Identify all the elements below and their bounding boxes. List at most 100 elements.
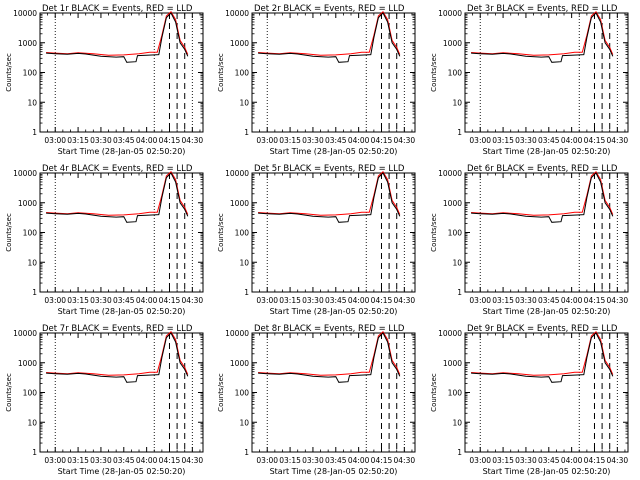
panel-title: Det 8r BLACK = Events, RED = LLD [254, 324, 405, 334]
panel-title: Det 3r BLACK = Events, RED = LLD [467, 4, 618, 14]
x-axis-label: Start Time (28-Jan-05 02:50:20) [483, 147, 611, 156]
y-tick-label: 1000 [18, 199, 37, 208]
y-axis-label: Counts/sec [5, 213, 13, 252]
plot-frame [464, 332, 629, 453]
x-tick-label: 04:15 [371, 296, 393, 305]
panel-det-9: Det 9r BLACK = Events, RED = LLD Counts/s… [430, 324, 629, 476]
x-tick-label: 03:30 [302, 136, 324, 145]
y-tick-label: 10 [27, 418, 37, 427]
y-tick-label: 1000 [230, 359, 249, 368]
x-axis-label: Start Time (28-Jan-05 02:50:20) [270, 307, 398, 316]
x-tick-label: 03:45 [325, 296, 347, 305]
x-tick-label: 04:00 [136, 296, 158, 305]
x-tick-label: 04:30 [607, 456, 629, 465]
x-tick-label: 03:45 [538, 296, 560, 305]
y-tick-label: 10 [239, 98, 249, 107]
lld-series-line [471, 331, 614, 376]
plot-frame [251, 172, 416, 293]
plot-frame [464, 172, 629, 293]
x-tick-label: 03:30 [302, 296, 324, 305]
x-tick-label: 03:45 [325, 456, 347, 465]
lld-series-line [471, 11, 614, 56]
x-tick-label: 04:15 [584, 136, 606, 145]
y-tick-label: 1 [457, 448, 462, 457]
y-axis-label: Counts/sec [217, 53, 225, 92]
x-tick-label: 03:15 [492, 136, 514, 145]
panel-det-1: Det 1r BLACK = Events, RED = LLD Counts/s… [5, 4, 204, 156]
x-axis-label: Start Time (28-Jan-05 02:50:20) [483, 467, 611, 476]
y-tick-label: 100 [448, 389, 463, 398]
lld-series-line [258, 331, 401, 376]
panel-det-5: Det 5r BLACK = Events, RED = LLD Counts/s… [217, 164, 416, 316]
plot-frame [251, 12, 416, 133]
plot-frame [464, 12, 629, 133]
lld-series-line [46, 331, 189, 376]
x-tick-label: 03:00 [44, 456, 66, 465]
x-tick-label: 04:30 [394, 456, 416, 465]
x-tick-label: 03:15 [492, 456, 514, 465]
events-series-line [258, 332, 401, 383]
y-axis-label: Counts/sec [5, 53, 13, 92]
y-tick-label: 100 [235, 69, 250, 78]
y-axis-label: Counts/sec [5, 373, 13, 412]
x-tick-label: 04:00 [561, 296, 583, 305]
panel-det-6: Det 6r BLACK = Events, RED = LLD Counts/s… [430, 164, 629, 316]
x-tick-label: 03:15 [279, 296, 301, 305]
x-tick-label: 04:00 [561, 136, 583, 145]
x-tick-label: 04:00 [136, 136, 158, 145]
x-axis-label: Start Time (28-Jan-05 02:50:20) [58, 307, 186, 316]
events-series-line [46, 172, 189, 223]
y-tick-label: 10 [452, 98, 462, 107]
x-axis-label: Start Time (28-Jan-05 02:50:20) [483, 307, 611, 316]
x-tick-label: 03:30 [90, 296, 112, 305]
x-tick-label: 03:15 [67, 296, 89, 305]
x-tick-label: 03:00 [256, 296, 278, 305]
plot-frame [39, 12, 204, 133]
panel-det-2: Det 2r BLACK = Events, RED = LLD Counts/s… [217, 4, 416, 156]
x-tick-label: 03:45 [113, 136, 135, 145]
y-tick-label: 1 [244, 128, 249, 137]
x-tick-label: 04:15 [371, 136, 393, 145]
events-series-line [258, 12, 401, 63]
x-axis-label: Start Time (28-Jan-05 02:50:20) [58, 147, 186, 156]
x-tick-label: 03:30 [302, 456, 324, 465]
x-tick-label: 04:00 [136, 456, 158, 465]
x-tick-label: 03:15 [279, 456, 301, 465]
x-tick-label: 04:30 [394, 296, 416, 305]
y-tick-label: 10 [27, 258, 37, 267]
x-tick-label: 03:00 [256, 456, 278, 465]
y-tick-label: 1000 [443, 39, 462, 48]
x-tick-label: 03:00 [469, 136, 491, 145]
y-tick-label: 10000 [225, 329, 249, 338]
x-tick-label: 03:15 [279, 136, 301, 145]
x-axis-label: Start Time (28-Jan-05 02:50:20) [270, 147, 398, 156]
x-tick-label: 03:15 [67, 456, 89, 465]
panel-det-3: Det 3r BLACK = Events, RED = LLD Counts/s… [430, 4, 629, 156]
panel-title: Det 4r BLACK = Events, RED = LLD [42, 164, 193, 174]
x-tick-label: 04:15 [159, 296, 181, 305]
y-tick-label: 1000 [230, 199, 249, 208]
x-tick-label: 03:45 [325, 136, 347, 145]
lld-series-line [258, 11, 401, 56]
y-axis-label: Counts/sec [217, 213, 225, 252]
x-tick-label: 03:45 [538, 456, 560, 465]
x-tick-label: 04:15 [371, 456, 393, 465]
panel-title: Det 7r BLACK = Events, RED = LLD [42, 324, 193, 334]
x-tick-label: 04:15 [584, 456, 606, 465]
x-tick-label: 04:00 [348, 136, 370, 145]
y-axis-label: Counts/sec [430, 213, 438, 252]
y-tick-label: 1000 [18, 39, 37, 48]
y-tick-label: 10 [239, 418, 249, 427]
y-tick-label: 10000 [13, 9, 37, 18]
y-tick-label: 1 [457, 288, 462, 297]
panel-det-4: Det 4r BLACK = Events, RED = LLD Counts/s… [5, 164, 204, 316]
panel-title: Det 9r BLACK = Events, RED = LLD [467, 324, 618, 334]
y-tick-label: 10 [239, 258, 249, 267]
y-tick-label: 100 [448, 69, 463, 78]
y-tick-label: 100 [235, 389, 250, 398]
x-tick-label: 04:30 [394, 136, 416, 145]
panel-det-8: Det 8r BLACK = Events, RED = LLD Counts/s… [217, 324, 416, 476]
panel-title: Det 1r BLACK = Events, RED = LLD [42, 4, 193, 14]
panel-title: Det 6r BLACK = Events, RED = LLD [467, 164, 618, 174]
x-tick-label: 03:00 [44, 296, 66, 305]
